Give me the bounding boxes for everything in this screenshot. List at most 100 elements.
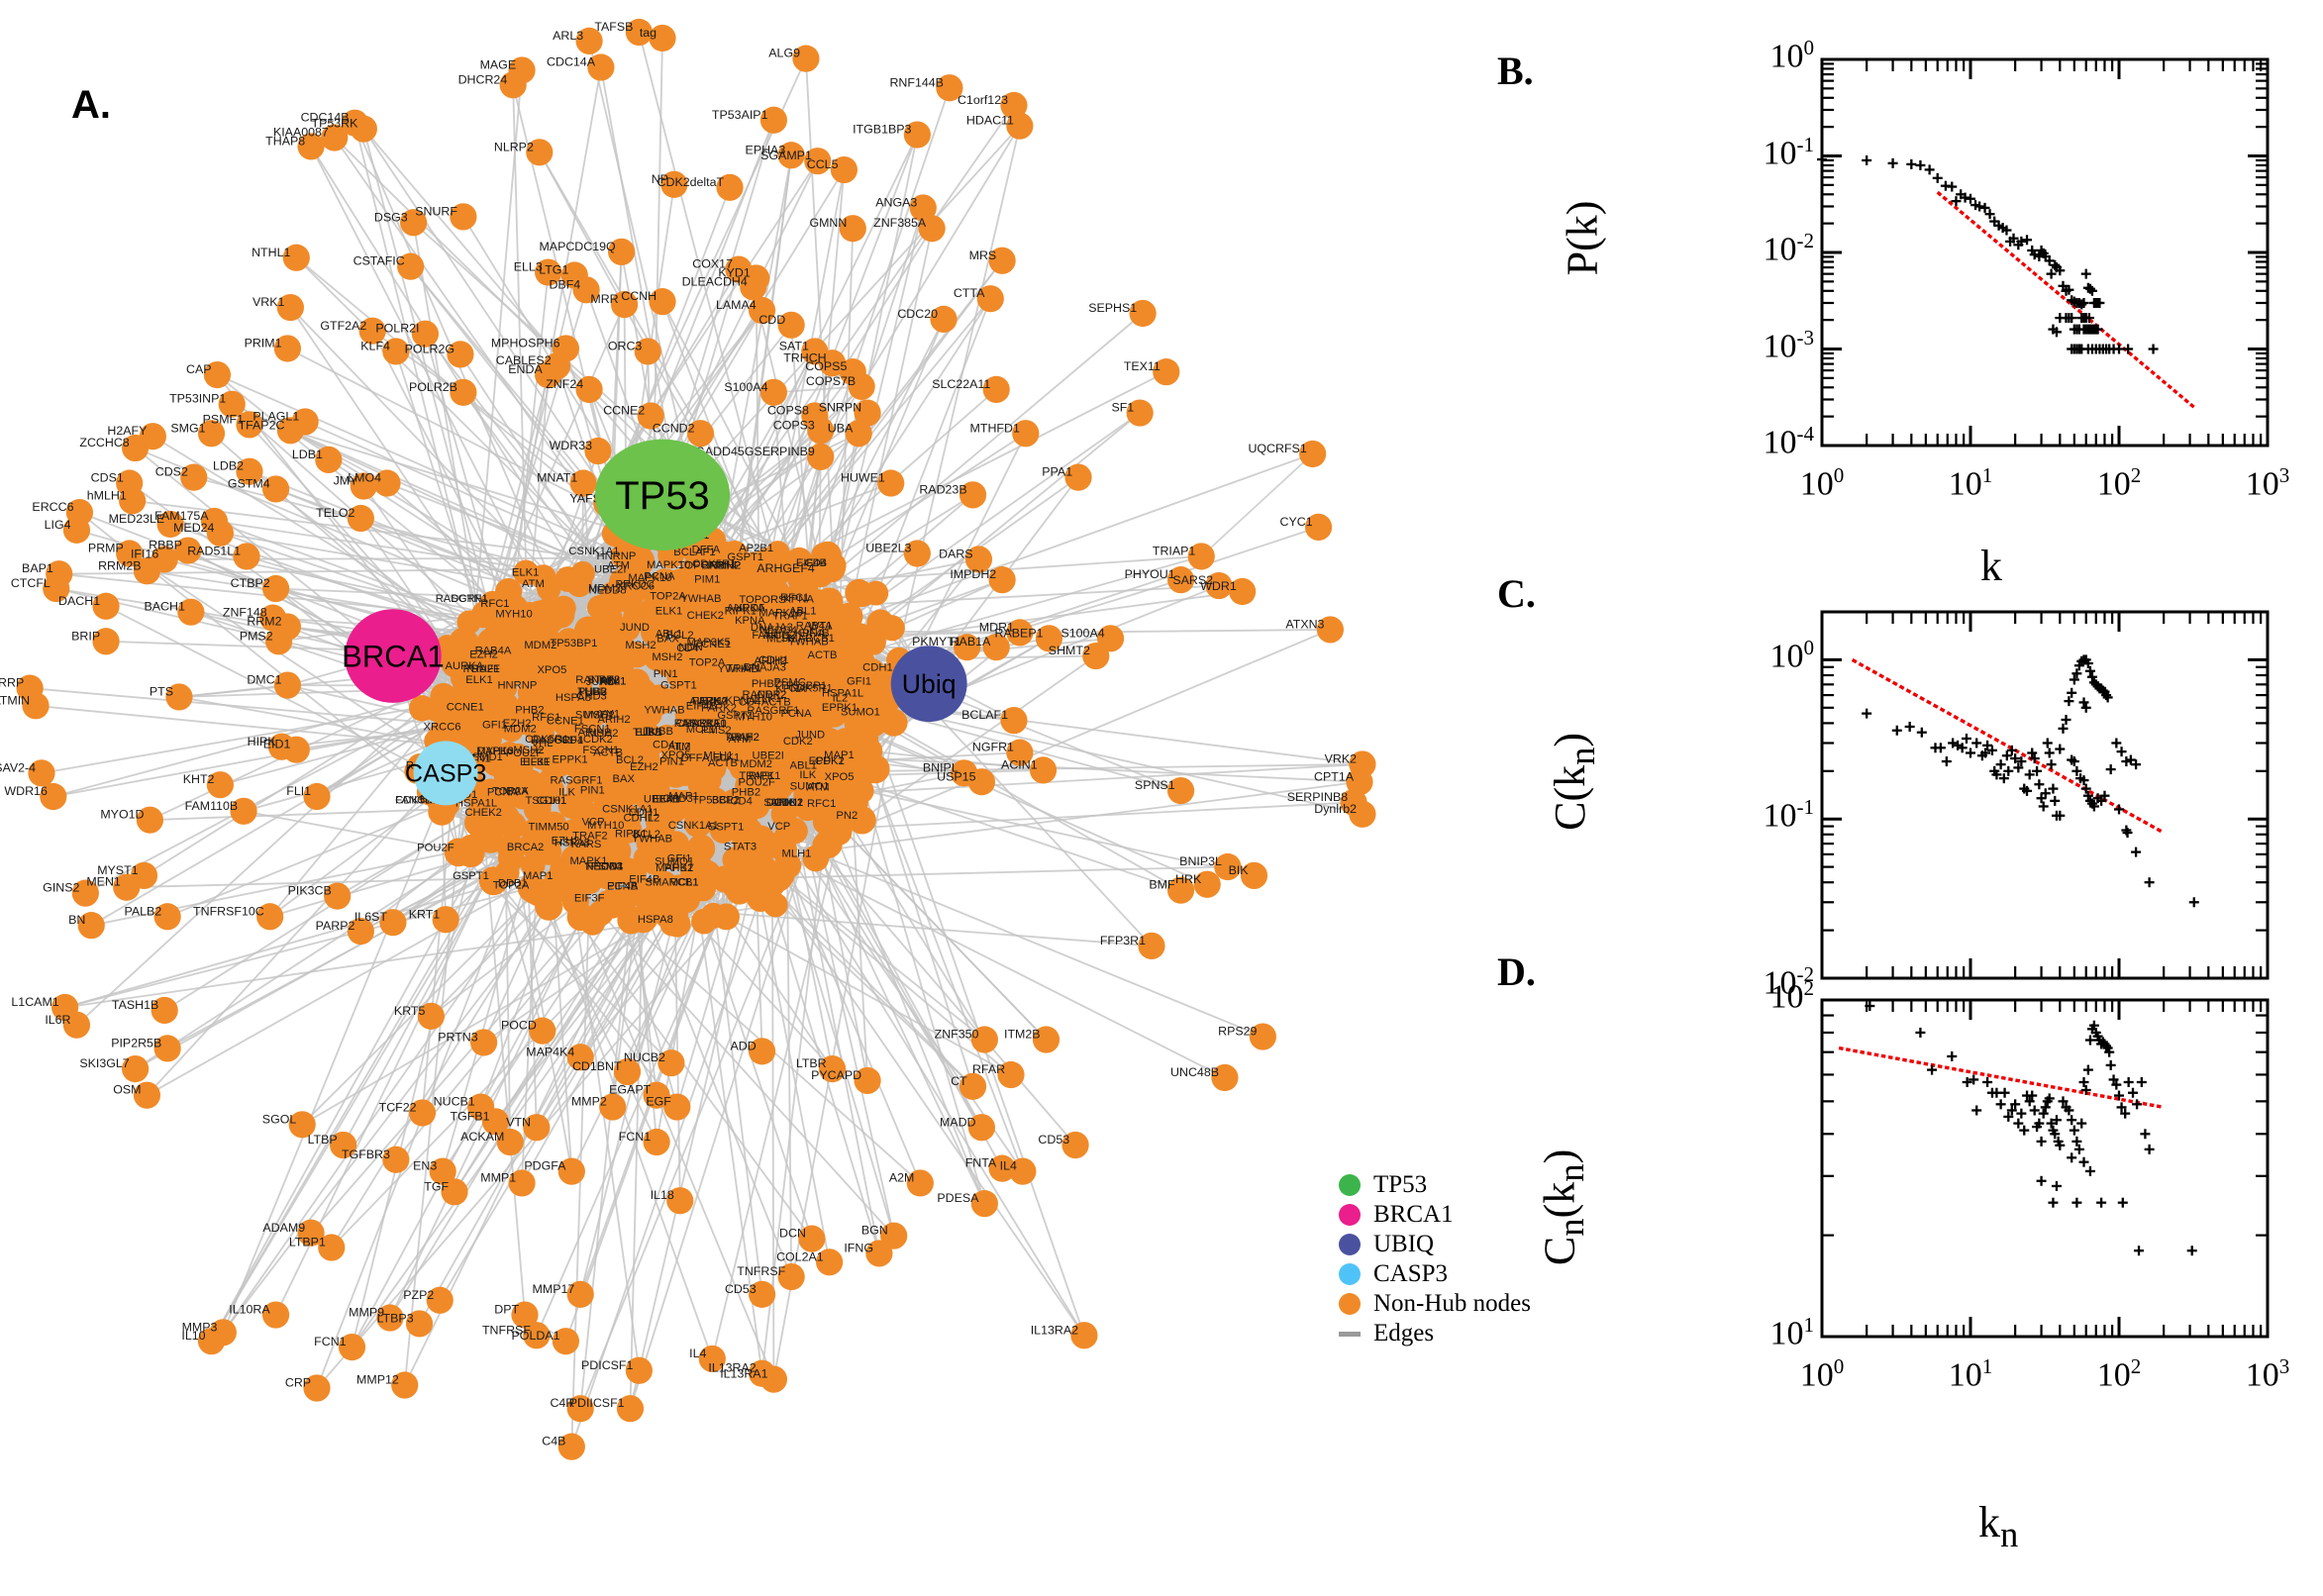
legend-node-swatch: [1339, 1174, 1361, 1196]
legend-item-ubiq: UBIQ: [1339, 1230, 1566, 1259]
fit-line: [2043, 280, 2050, 286]
hub-node-brca1[interactable]: BRCA1: [342, 609, 445, 703]
fit-line: [1965, 214, 1970, 221]
network-hub-nodes[interactable]: TP53 BRCA1 Ubiq CASP3: [342, 439, 967, 806]
fit-line: [2189, 402, 2195, 409]
fit-line: [2007, 1077, 2013, 1082]
fit-line: [2054, 289, 2061, 296]
fit-line: [1986, 1073, 1992, 1078]
fit-line: [1981, 228, 1987, 235]
fit-line: [1966, 1069, 1971, 1074]
fit-line: [2015, 256, 2021, 263]
fit-line: [2127, 350, 2134, 357]
fit-line: [1867, 1051, 1872, 1056]
fit-line: [1975, 224, 1982, 230]
legend-item-tp53: TP53: [1339, 1170, 1566, 1200]
legend-item-label: BRCA1: [1373, 1201, 1454, 1228]
fit-line: [2054, 770, 2061, 777]
fit-line: [2043, 1083, 2049, 1088]
fit-line: [2015, 1078, 2021, 1083]
legend-item-non-hub-nodes: Non-Hub nodes: [1339, 1289, 1566, 1319]
fit-line: [1972, 1070, 1978, 1075]
fit-line: [1845, 1047, 1851, 1052]
fit-line: [2088, 789, 2095, 796]
panel-b-xtick-3: 103: [2245, 463, 2290, 503]
fit-line: [2156, 827, 2163, 834]
fit-line: [1979, 730, 1986, 736]
panel-b-xtick-1: 101: [1948, 463, 1993, 503]
hub-node-ubiq[interactable]: Ubiq: [890, 646, 967, 723]
fit-line: [2050, 1084, 2056, 1090]
fit-line: [2022, 1079, 2028, 1084]
fit-line: [2121, 1097, 2127, 1103]
legend-item-label: Edges: [1373, 1320, 1435, 1347]
fit-line: [2048, 767, 2054, 773]
fit-line: [1851, 657, 1858, 664]
legend-item-edges: Edges: [1339, 1319, 1566, 1348]
fit-line: [1923, 1061, 1929, 1066]
fit-line: [2061, 774, 2068, 780]
fit-line: [2076, 308, 2083, 315]
panel-d-xlabel: kn: [1978, 1498, 2019, 1554]
fit-line: [1858, 661, 1865, 668]
fit-line: [1970, 219, 1976, 226]
fit-line: [2034, 759, 2041, 765]
fit-line: [1916, 1060, 1922, 1065]
hub-node-label: Ubiq: [902, 669, 957, 699]
fit-line: [2144, 364, 2151, 371]
fit-line: [2078, 1090, 2084, 1095]
fit-line: [1871, 669, 1878, 675]
plot-frame: [1820, 610, 2270, 980]
fit-line: [1986, 733, 1993, 740]
fit-line: [1880, 1053, 1886, 1058]
panel-b-xtick-2: 102: [2096, 463, 2142, 503]
fit-line: [2026, 265, 2033, 272]
hub-node-tp53[interactable]: TP53: [594, 439, 731, 551]
fit-line: [1979, 1071, 1985, 1077]
fit-line: [1884, 676, 1891, 683]
fit-line: [1860, 1049, 1866, 1054]
panel-label-d: D.: [1497, 949, 1536, 994]
fit-line: [1853, 1048, 1859, 1053]
hub-node-casp3[interactable]: CASP3: [405, 741, 486, 806]
panel-b-xlabel: k: [1980, 542, 2002, 590]
fit-line: [1993, 1074, 1999, 1079]
panel-c-ytick-2: 10-2: [1763, 962, 1814, 1002]
fit-line: [1993, 737, 2000, 743]
panel-label-a: A.: [71, 83, 111, 127]
fit-line: [2172, 388, 2178, 395]
fit-line: [1865, 665, 1871, 671]
fit-line: [2000, 741, 2007, 747]
fit-line: [1912, 692, 1919, 698]
fit-line: [2138, 360, 2145, 366]
panel-a-network: ARL3 TAFSB tag ALG9 MAGE CDC14A DHCR24 RNF144B C…: [0, 0, 1465, 1596]
fit-line: [2135, 816, 2142, 822]
panel-label-b: B.: [1497, 49, 1534, 93]
fit-line: [1932, 703, 1939, 709]
fit-line: [1946, 711, 1953, 717]
fit-line: [1939, 707, 1946, 713]
legend-edge-swatch: [1339, 1331, 1361, 1337]
fit-line: [2128, 1099, 2134, 1104]
fit-line: [2133, 355, 2139, 361]
fit-line: [1909, 1058, 1915, 1064]
fit-line: [2149, 823, 2156, 830]
fit-line: [2149, 1103, 2155, 1108]
fit-line: [1891, 680, 1898, 687]
fit-line: [1967, 722, 1972, 728]
fit-line: [2150, 369, 2156, 376]
hub-node-label: TP53: [615, 474, 709, 518]
fit-line: [1926, 699, 1932, 706]
fit-line: [2142, 1101, 2148, 1106]
fit-line: [1937, 1064, 1943, 1069]
fit-line: [1998, 243, 2004, 249]
panel-c-chart: [1723, 602, 2277, 988]
fit-line: [2060, 294, 2067, 301]
network-nodes: [16, 18, 1376, 1460]
fit-line: [1953, 205, 1960, 211]
panel-d-xtick-0: 100: [1799, 1354, 1845, 1394]
fit-line: [1873, 1052, 1879, 1057]
legend-item-label: Non-Hub nodes: [1373, 1290, 1532, 1317]
